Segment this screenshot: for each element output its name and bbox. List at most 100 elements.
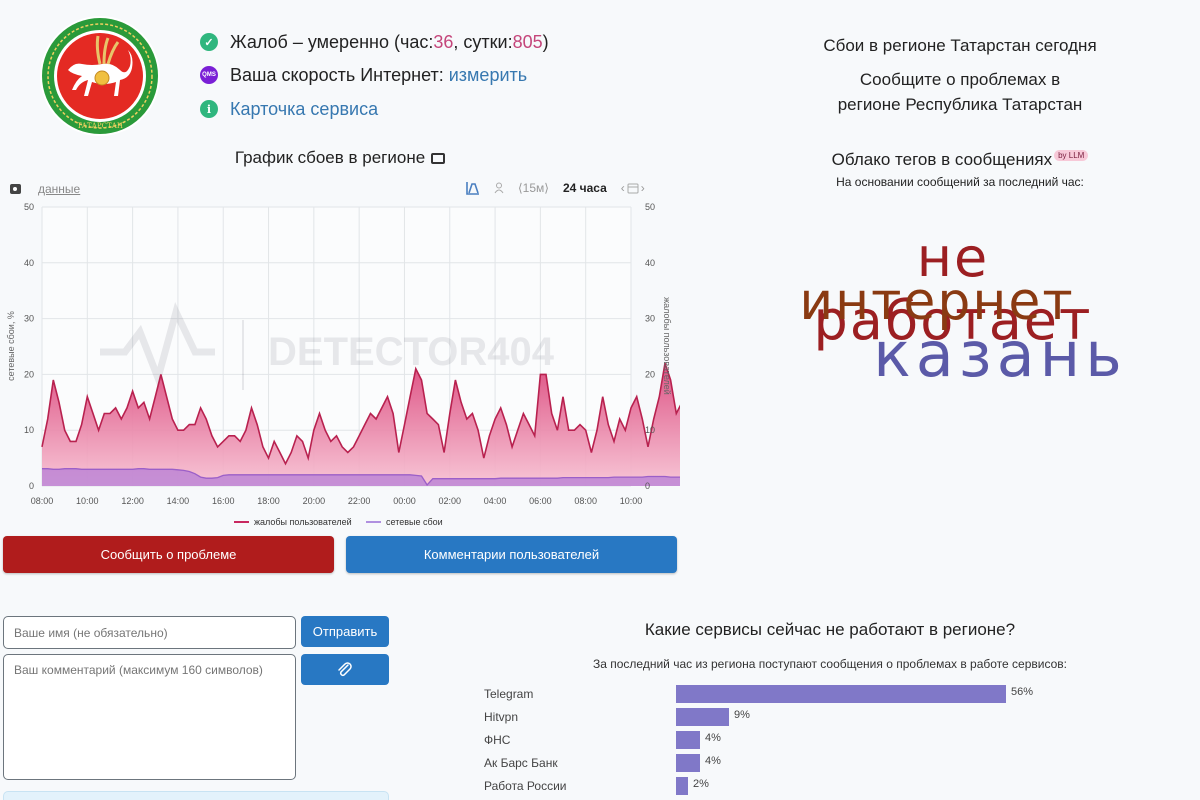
x-tick: 08:00 <box>31 496 54 506</box>
hour-count: 36 <box>433 31 454 52</box>
service-bar <box>676 708 729 726</box>
y-tick-left: 10 <box>24 425 34 435</box>
x-tick: 08:00 <box>574 496 597 506</box>
complaints-line <box>41 362 680 466</box>
service-percent: 4% <box>705 755 721 767</box>
report-problem-button[interactable]: Сообщить о проблеме <box>3 536 334 573</box>
y-tick-right: 30 <box>645 314 655 324</box>
camera-icon[interactable] <box>10 184 21 194</box>
speed-test-line: QMS Ваша скорость Интернет: измерить <box>200 63 527 87</box>
attach-button[interactable] <box>301 654 389 685</box>
service-name[interactable]: Telegram <box>484 687 534 701</box>
service-bar <box>676 754 700 772</box>
y-tick-left: 40 <box>24 258 34 268</box>
paperclip-icon <box>338 661 352 676</box>
y-axis-right-label: жалобы пользователей <box>662 297 672 395</box>
calendar-nav[interactable]: ‹ › <box>621 181 645 195</box>
chart-toolbar-right: ⟨15м⟩ 24 часа ‹ › <box>466 181 645 195</box>
report-subtitle-1: Сообщите о проблемах в <box>859 70 1061 89</box>
service-bar <box>676 731 700 749</box>
service-name[interactable]: Hitvpn <box>484 710 519 724</box>
y-tick-right: 20 <box>645 369 655 379</box>
svg-text:DETECTOR404: DETECTOR404 <box>268 330 555 374</box>
x-tick: 04:00 <box>484 496 507 506</box>
data-link[interactable]: данные <box>38 182 81 196</box>
y-tick-right: 10 <box>645 425 655 435</box>
service-card-line: i Карточка сервиса <box>200 97 378 121</box>
info-icon: i <box>200 100 218 118</box>
service-percent: 9% <box>734 709 750 721</box>
x-tick: 00:00 <box>393 496 416 506</box>
legend-complaints: жалобы пользователей <box>254 517 352 527</box>
llm-badge: by LLM <box>1054 150 1089 162</box>
chart-toolbar-left: данные <box>10 182 80 196</box>
service-card-link[interactable]: Карточка сервиса <box>230 98 379 119</box>
x-tick: 10:00 <box>620 496 643 506</box>
y-axis-left-label: сетевые сбои, % <box>6 311 16 381</box>
interval-selector[interactable]: ⟨15м⟩ <box>518 181 549 195</box>
service-name[interactable]: Ак Барс Банк <box>484 756 558 770</box>
y-tick-right: 0 <box>645 481 650 491</box>
service-percent: 4% <box>705 732 721 744</box>
comment-textarea[interactable] <box>3 654 296 780</box>
name-input[interactable] <box>3 616 296 649</box>
tag-cloud-title: Облако тегов в сообщениях by LLM <box>740 150 1180 170</box>
user-comments-button[interactable]: Комментарии пользователей <box>346 536 677 573</box>
chevron-left-icon[interactable]: ‹ <box>620 181 625 195</box>
outage-chart: DETECTOR404 0 0 10 10 20 20 30 30 40 40 50 50 08:00 1… <box>6 202 680 527</box>
x-tick: 14:00 <box>167 496 190 506</box>
chart-axes: 0 0 10 10 20 20 30 30 40 40 50 50 08:00 10:00 12:00 14:… <box>24 202 655 506</box>
service-percent: 56% <box>1011 686 1034 698</box>
region-outages-title: Сбои в регионе Татарстан сегодня <box>823 36 1097 55</box>
area-chart-toggle-icon[interactable] <box>466 181 480 195</box>
measure-speed-link[interactable]: измерить <box>448 64 528 85</box>
service-name[interactable]: Работа России <box>484 779 567 793</box>
x-tick: 16:00 <box>212 496 235 506</box>
complaints-area <box>42 363 680 486</box>
chevron-right-icon[interactable]: › <box>640 181 645 195</box>
x-tick: 10:00 <box>76 496 99 506</box>
service-row[interactable]: Ак Барс Банк 4% <box>484 754 1104 776</box>
x-tick: 20:00 <box>303 496 326 506</box>
y-tick-right: 40 <box>645 258 655 268</box>
tag-cloud-subtitle: На основании сообщений за последний час: <box>836 175 1084 189</box>
service-percent: 2% <box>693 778 709 790</box>
tag-kazan[interactable]: казань <box>873 318 1127 391</box>
x-tick: 18:00 <box>257 496 280 506</box>
tag-not-working[interactable]: не работает <box>813 226 1093 352</box>
y-tick-left: 30 <box>24 314 34 324</box>
service-row[interactable]: ФНС 4% <box>484 731 1104 753</box>
info-box <box>3 791 389 800</box>
x-tick: 02:00 <box>439 496 462 506</box>
chart-legend: жалобы пользователей сетевые сбои <box>234 517 443 527</box>
tatarstan-emblem: ТАТАРСТАН <box>40 16 160 136</box>
service-bar <box>676 685 1006 703</box>
tag-internet[interactable]: интернет <box>799 272 1075 332</box>
svg-text:ТАТАРСТАН: ТАТАРСТАН <box>77 122 123 130</box>
check-icon: ✓ <box>200 33 218 51</box>
x-tick: 06:00 <box>529 496 552 506</box>
range-selector[interactable]: 24 часа <box>562 181 607 195</box>
y-tick-left: 0 <box>29 481 34 491</box>
service-name[interactable]: ФНС <box>484 733 511 747</box>
service-bar <box>676 777 688 795</box>
x-tick: 22:00 <box>348 496 371 506</box>
y-tick-left: 50 <box>24 202 34 212</box>
qms-icon: QMS <box>200 66 218 84</box>
network-area <box>42 468 680 486</box>
services-subtitle: За последний час из региона поступают со… <box>593 657 1067 671</box>
legend-network: сетевые сбои <box>386 517 443 527</box>
user-icon[interactable] <box>494 182 504 194</box>
complaints-status: ✓ Жалоб – умеренно (час: 36, сутки: 805) <box>200 30 549 54</box>
send-button[interactable]: Отправить <box>301 616 389 647</box>
report-subtitle-2: регионе Республика Татарстан <box>837 95 1083 114</box>
service-row[interactable]: Hitvpn 9% <box>484 708 1104 730</box>
service-row[interactable]: Работа России 2% <box>484 777 1104 799</box>
monitor-icon[interactable] <box>431 153 446 164</box>
service-row[interactable]: Telegram 56% <box>484 685 1104 707</box>
y-tick-left: 20 <box>24 369 34 379</box>
calendar-icon[interactable] <box>627 182 639 194</box>
x-tick: 12:00 <box>121 496 144 506</box>
network-line <box>42 468 680 486</box>
day-count: 805 <box>512 31 543 52</box>
